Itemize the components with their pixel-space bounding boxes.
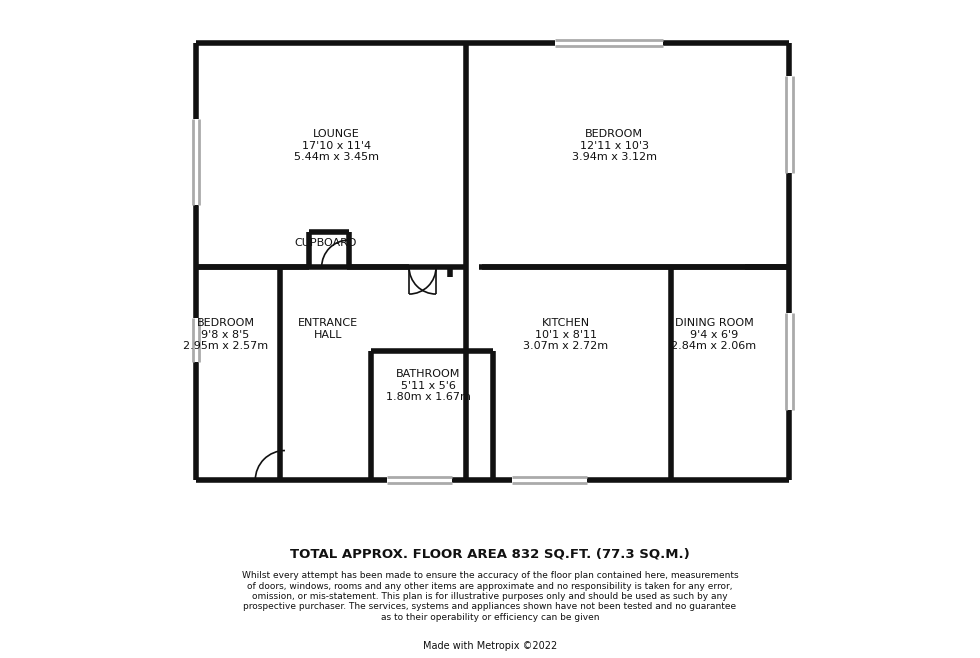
Text: KITCHEN
10'1 x 8'11
3.07m x 2.72m: KITCHEN 10'1 x 8'11 3.07m x 2.72m [523,318,609,351]
Text: DINING ROOM
9'4 x 6'9
2.84m x 2.06m: DINING ROOM 9'4 x 6'9 2.84m x 2.06m [671,318,757,351]
Text: BEDROOM
9'8 x 8'5
2.95m x 2.57m: BEDROOM 9'8 x 8'5 2.95m x 2.57m [183,318,269,351]
Text: Whilst every attempt has been made to ensure the accuracy of the floor plan cont: Whilst every attempt has been made to en… [242,571,738,622]
Text: LOUNGE
17'10 x 11'4
5.44m x 3.45m: LOUNGE 17'10 x 11'4 5.44m x 3.45m [294,129,378,163]
Text: BEDROOM
12'11 x 10'3
3.94m x 3.12m: BEDROOM 12'11 x 10'3 3.94m x 3.12m [571,129,657,163]
Text: TOTAL APPROX. FLOOR AREA 832 SQ.FT. (77.3 SQ.M.): TOTAL APPROX. FLOOR AREA 832 SQ.FT. (77.… [290,547,690,560]
Text: Made with Metropix ©2022: Made with Metropix ©2022 [423,641,557,651]
Text: BATHROOM
5'11 x 5'6
1.80m x 1.67m: BATHROOM 5'11 x 5'6 1.80m x 1.67m [385,369,470,403]
Text: ENTRANCE
HALL: ENTRANCE HALL [298,318,359,340]
Text: CUPBOARD: CUPBOARD [294,238,357,248]
